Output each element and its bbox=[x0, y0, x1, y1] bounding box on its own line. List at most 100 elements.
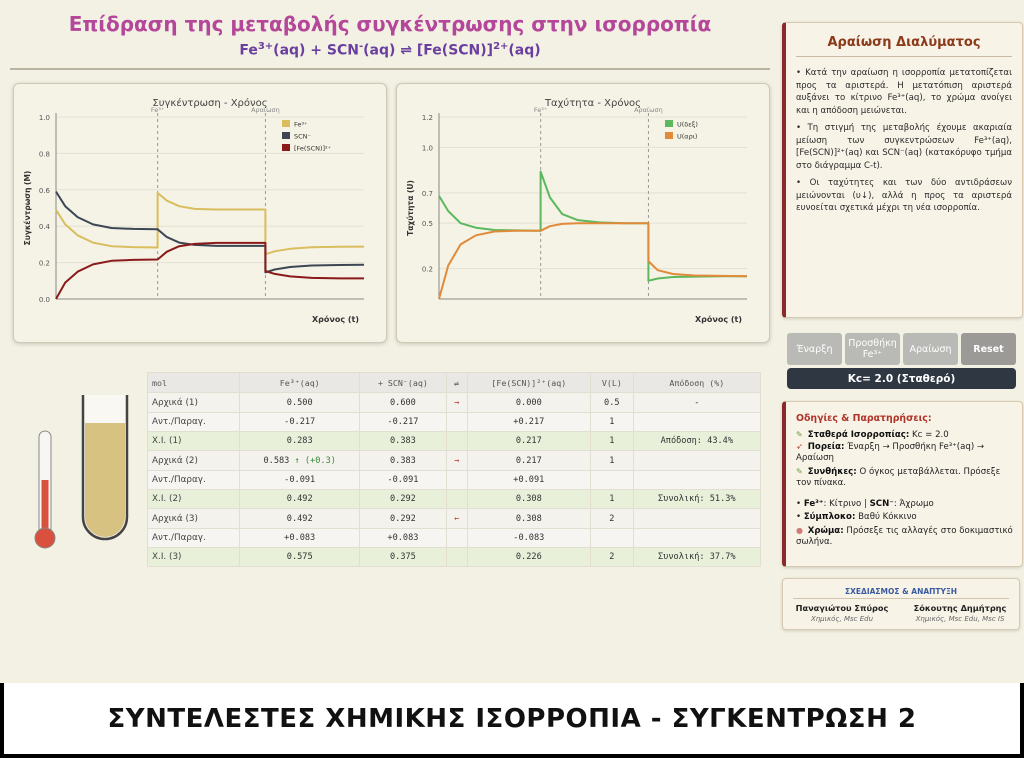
eq-part3: (aq) bbox=[508, 42, 541, 59]
cell-fe-value: 0.583 bbox=[263, 455, 290, 466]
cell-volume-value: 2 bbox=[609, 552, 615, 562]
cell-scn: -0.091 bbox=[359, 470, 447, 490]
cell-scn-value: 0.375 bbox=[389, 552, 416, 562]
row-label: Χ.Ι. (1) bbox=[146, 431, 241, 451]
col-mol: mol bbox=[146, 372, 241, 393]
cell-scn: +0.083 bbox=[359, 528, 447, 548]
row-label: Αντ./Παραγ. bbox=[146, 470, 241, 490]
cell-scn: 0.375 bbox=[359, 547, 447, 567]
caption-text: ΣΥΝΤΕΛΕΣΤΕΣ ΧΗΜΙΚΗΣ ΙΣΟΡΡΟΠΙΑ - ΣΥΓΚΕΝΤΡ… bbox=[107, 703, 917, 734]
note-text: Kc = 2.0 bbox=[909, 430, 949, 440]
author-role: Χημικός, Msc Edu, Msc IS bbox=[915, 615, 1005, 623]
legend-label: U(αρι) bbox=[677, 133, 697, 141]
reset-button[interactable]: Reset bbox=[961, 333, 1016, 365]
info-panel-divider bbox=[796, 56, 1012, 57]
eq-cplx-charge: 2+ bbox=[493, 41, 509, 52]
pencil-icon: ✎ bbox=[796, 467, 803, 476]
start-button[interactable]: Έναρξη bbox=[787, 333, 842, 365]
cell-volume bbox=[590, 528, 634, 548]
row-label-value: Αρχικά (3) bbox=[152, 513, 198, 524]
x-axis-label: Χρόνος (t) bbox=[695, 314, 742, 324]
cell-fe-value: -0.091 bbox=[284, 475, 316, 485]
cell-shift-arrow-value: → bbox=[454, 455, 460, 466]
cell-shift-arrow bbox=[445, 412, 468, 432]
cell-fe: 0.283 bbox=[239, 431, 361, 451]
cell-complex-value: 0.308 bbox=[515, 494, 542, 504]
caption-box: ΣΥΝΤΕΛΕΣΤΕΣ ΧΗΜΙΚΗΣ ΙΣΟΡΡΟΠΙΑ - ΣΥΓΚΕΝΤΡ… bbox=[4, 683, 1020, 754]
eq-scn-charge: - bbox=[359, 41, 364, 52]
cell-volume-value: 1 bbox=[609, 494, 615, 504]
cell-yield bbox=[632, 412, 762, 432]
note-label: Συνθήκες: bbox=[807, 467, 857, 477]
note-text: : Άχρωμο bbox=[893, 499, 934, 509]
cell-yield-value: - bbox=[694, 397, 700, 408]
note-text: Ο όγκος μεταβάλλεται. Πρόσεξε τον πίνακα… bbox=[796, 467, 1001, 488]
note-label: Σύμπλοκο: bbox=[803, 512, 856, 522]
event-label: Fe³⁺ bbox=[534, 106, 547, 114]
cell-volume: 1 bbox=[590, 412, 634, 432]
row-label-value: Αρχικά (2) bbox=[152, 455, 198, 466]
note-label: Σταθερά Ισορροπίας: bbox=[807, 430, 910, 440]
col-complex: [Fe(SCN)]²⁺(aq) bbox=[466, 372, 592, 393]
cell-volume: 1 bbox=[590, 431, 634, 451]
cell-complex: +0.091 bbox=[466, 470, 592, 490]
note-complex: • Σύμπλοκο: Βαθύ Κόκκινο bbox=[796, 512, 917, 522]
table-header-row: mol Fe³⁺(aq) + SCN⁻(aq) ⇌ [Fe(SCN)]²⁺(aq… bbox=[146, 372, 762, 393]
cell-yield: Συνολική: 37.7% bbox=[632, 547, 762, 567]
y-tick-label: 0.4 bbox=[39, 223, 51, 231]
y-tick-label: 0.2 bbox=[39, 260, 50, 268]
author-role: Χημικός, Msc Edu bbox=[810, 615, 874, 623]
cell-yield: Συνολική: 51.3% bbox=[632, 489, 762, 509]
legend-label: U(δεξ) bbox=[677, 121, 698, 129]
cell-scn-value: 0.292 bbox=[389, 513, 416, 524]
header-divider bbox=[10, 68, 770, 70]
y-tick-label: 0.5 bbox=[422, 220, 433, 228]
cell-shift-arrow bbox=[445, 547, 468, 567]
cell-fe: -0.091 bbox=[239, 470, 361, 490]
note-label: Πορεία: bbox=[807, 442, 845, 452]
legend-swatch bbox=[282, 120, 290, 127]
cell-fe-value: 0.575 bbox=[286, 552, 313, 562]
cell-complex: 0.000 bbox=[466, 392, 592, 413]
rocket-icon: ➶ bbox=[796, 442, 803, 451]
cell-scn: 0.600 bbox=[359, 392, 447, 413]
cell-shift-arrow-value: ← bbox=[454, 513, 460, 524]
x-axis-label: Χρόνος (t) bbox=[312, 314, 359, 324]
page-title: Επίδραση της μεταβολής συγκέντρωσης στην… bbox=[68, 12, 712, 36]
cell-volume-value: 0.5 bbox=[604, 397, 620, 408]
reaction-table: mol Fe³⁺(aq) + SCN⁻(aq) ⇌ [Fe(SCN)]²⁺(aq… bbox=[146, 372, 762, 567]
cell-fe: +0.083 bbox=[239, 528, 361, 548]
note-text: Πρόσεξε τις αλλαγές στο δοκιμαστικό σωλή… bbox=[796, 526, 1013, 547]
y-axis-label: Ταχύτητα (U) bbox=[406, 180, 415, 236]
cell-complex: +0.217 bbox=[466, 412, 592, 432]
table-row: Αρχικά (2) 0.583 ↑ (+0.3) 0.383 → 0.217 1 bbox=[146, 450, 762, 471]
cell-fe: 0.492 bbox=[239, 489, 361, 509]
cell-complex: 0.217 bbox=[466, 431, 592, 451]
y-tick-label: 1.2 bbox=[422, 114, 433, 122]
cell-fe: 0.492 bbox=[239, 508, 361, 529]
cell-scn: 0.292 bbox=[359, 489, 447, 509]
cell-volume: 1 bbox=[590, 450, 634, 471]
row-label-value: Αρχικά (1) bbox=[152, 397, 198, 408]
cell-scn: 0.292 bbox=[359, 508, 447, 529]
cell-shift-arrow: → bbox=[445, 450, 468, 471]
increase-arrow-icon: ↑ bbox=[289, 455, 305, 466]
cell-scn-value: +0.083 bbox=[387, 533, 419, 543]
legend-swatch bbox=[665, 120, 673, 127]
legend-swatch bbox=[282, 132, 290, 139]
note-text: Βαθύ Κόκκινο bbox=[855, 512, 917, 522]
y-tick-label: 1.0 bbox=[39, 114, 50, 122]
cell-yield bbox=[632, 508, 762, 529]
cell-yield-value: Συνολική: 37.7% bbox=[658, 552, 736, 562]
info-panel-title: Αραίωση Διαλύματος bbox=[827, 35, 981, 50]
concentration-chart-panel: 0.0 0.2 0.4 0.6 0.8 1.0 Fe³⁺ Αραίωση Συγκέντρωση… bbox=[13, 83, 387, 343]
add-fe-button[interactable]: Προσθήκη Fe³⁺ bbox=[845, 333, 900, 365]
table-row: Αρχικά (1) 0.500 0.600 → 0.000 0.5 - bbox=[146, 392, 762, 413]
dilute-button[interactable]: Αραίωση bbox=[903, 333, 958, 365]
col-volume: V(L) bbox=[590, 372, 634, 393]
info-bullet-list: • Κατά την αραίωση η ισορροπία μετατοπίζ… bbox=[796, 67, 1012, 220]
row-label-value: Αντ./Παραγ. bbox=[152, 475, 206, 485]
cell-scn-value: 0.600 bbox=[389, 397, 416, 408]
cell-shift-arrow bbox=[445, 470, 468, 490]
